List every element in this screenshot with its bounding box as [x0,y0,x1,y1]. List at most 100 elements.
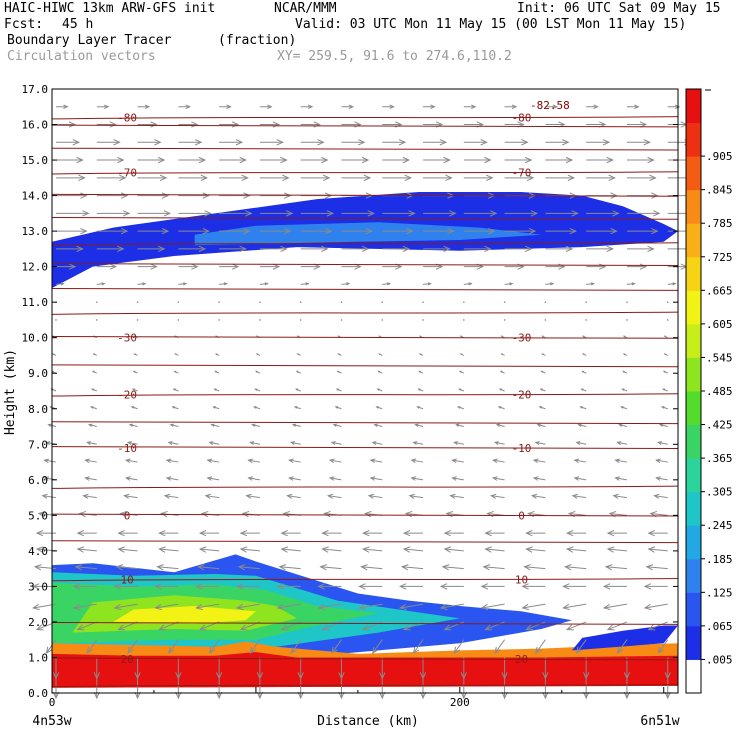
circulation-vector [586,227,618,235]
y-tick-label: 0.0 [28,687,48,700]
vector-head [663,353,667,356]
vector-shaft [237,603,260,609]
temperature-contour [51,393,679,397]
circulation-vector [571,493,587,499]
vector-head [660,406,665,409]
circulation-vector [96,263,118,270]
colorbar: .005 .065 .125 .185 .245 .305 .365 .425 .485 .545… [685,88,733,694]
vector-head [51,353,55,356]
circulation-vector [382,210,416,217]
vector-shaft [124,495,138,499]
y-axis-label: Height (km) [3,349,18,435]
vector-head [622,370,625,373]
vector-head [358,603,366,611]
colorbar-tick-label: .845 [706,184,733,197]
header-fcst-value: 45 h [62,17,94,32]
colorbar-swatch [686,290,701,325]
vector-head [538,406,543,409]
circulation-vector [455,423,464,428]
vector-head [498,388,502,391]
vector-head [255,353,259,356]
circulation-vector [460,657,467,680]
vector-head [525,624,533,631]
circulation-vector [137,210,172,217]
vector-shaft [491,495,505,499]
circulation-vector [289,441,301,445]
vector-shaft [609,512,627,516]
circulation-vector [458,370,465,374]
circulation-vector [402,529,424,537]
temperature-contour-label: 0 [518,509,525,522]
colorbar-swatch [686,223,701,258]
vector-shaft [532,495,546,499]
vector-shaft [219,283,227,285]
circulation-vector [626,104,640,110]
vector-head [573,458,580,464]
circulation-vector [463,282,473,286]
vector-head [317,603,326,611]
circulation-vector [259,121,281,128]
vector-shaft [155,603,179,609]
vector-head [488,227,496,235]
temperature-contour-label: -70 [512,166,532,179]
vector-shaft [248,477,260,481]
temperature-contour-label: 20 [515,653,528,666]
circulation-vector [372,639,383,654]
circulation-vector [643,583,668,590]
circulation-vector [300,227,333,235]
vector-shaft [359,603,383,609]
vector-head [386,282,392,286]
circulation-vector [91,388,97,392]
vector-head [158,529,166,537]
vector-head [78,174,86,181]
vector-shaft [281,548,301,552]
vector-head [117,546,125,553]
circulation-vector [663,335,668,339]
temperature-contour [51,578,679,582]
vector-head [202,192,210,199]
vector-head [606,624,615,631]
vector-head [280,529,288,537]
y-tick-label: 6.0 [28,474,48,487]
vector-head [377,370,381,373]
circulation-vector [463,227,496,235]
tracer-region-surface_red [52,652,678,688]
vector-shaft [648,548,668,552]
vector-head [338,691,345,700]
vector-head [378,335,381,338]
vector-head [206,458,213,464]
vector-head [542,691,549,700]
temperature-contour [51,242,679,246]
vector-head [491,458,498,464]
circulation-vector [498,388,505,392]
vector-head [525,529,533,537]
vector-shaft [291,441,301,445]
vector-shaft [452,477,464,481]
circulation-vector [115,564,138,571]
circulation-vector [137,245,166,253]
circulation-vector [72,583,97,590]
circulation-vector [504,104,518,110]
circulation-vector [586,282,595,286]
circulation-vector [178,245,207,253]
circulation-vector [214,353,220,356]
circulation-vector [247,458,260,464]
vector-head [72,139,81,146]
circulation-vector [126,441,138,445]
circulation-vector [280,529,301,537]
vector-head [76,529,84,537]
vector-head [319,564,327,571]
temperature-contour [51,485,679,489]
circulation-vector [219,156,247,164]
circulation-vector [259,263,281,270]
vector-head [92,353,96,356]
vector-head [509,282,514,286]
circulation-vector [93,657,100,680]
circulation-vector [626,263,648,270]
vector-head [367,210,375,217]
circulation-vector [255,353,261,356]
vector-shaft [415,424,424,428]
vector-head [256,672,264,680]
circulation-vector [504,174,535,181]
header-fcst-label: Fcst: [4,17,44,32]
